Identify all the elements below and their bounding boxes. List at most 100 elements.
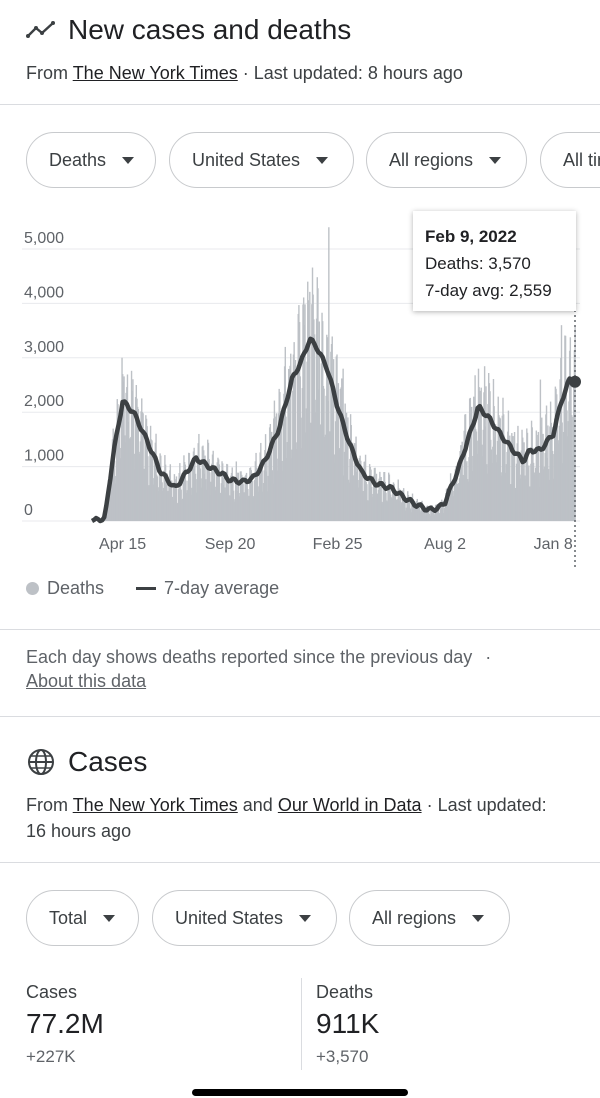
y-tick-label: 2,000 — [24, 393, 64, 410]
y-tick-label: 3,000 — [24, 339, 64, 356]
chip-label: Deaths — [49, 149, 107, 170]
deaths-bar — [175, 476, 178, 521]
deaths-bar — [470, 406, 473, 521]
nyt-source-link[interactable]: The New York Times — [72, 795, 238, 815]
x-tick-label: Aug 2 — [424, 536, 466, 553]
data-note: Each day shows deaths reported since the… — [26, 645, 491, 693]
deaths-bar — [266, 458, 268, 521]
divider — [0, 716, 600, 717]
deaths-bar — [332, 359, 335, 521]
deaths-bar — [318, 321, 321, 521]
cases-stat-label: Cases — [26, 982, 78, 1002]
country-filter-chip[interactable]: United States — [169, 132, 354, 188]
legend-deaths-label: Deaths — [47, 578, 105, 598]
deaths-bar — [399, 489, 401, 521]
chip-label: All regions — [372, 907, 457, 928]
last-updated-time: 16 hours ago — [26, 821, 132, 841]
tooltip-deaths: Deaths: 3,570 — [425, 254, 531, 273]
about-data-link[interactable]: About this data — [26, 671, 147, 691]
metric-filter-chip[interactable]: Deaths — [26, 132, 156, 188]
divider — [0, 104, 600, 105]
deaths-bar — [304, 304, 306, 521]
y-tick-label: 4,000 — [24, 284, 64, 301]
deaths-bar — [442, 501, 444, 521]
deaths-bar — [509, 435, 511, 521]
selection-point[interactable] — [569, 375, 581, 388]
average-legend-swatch — [136, 587, 157, 590]
deaths-section-title: New cases and deaths — [26, 14, 351, 46]
dropdown-caret-icon — [299, 914, 312, 922]
deaths-bar — [347, 417, 349, 521]
deaths-legend-swatch — [26, 582, 39, 595]
chart-legend: Deaths 7-day average — [26, 578, 279, 599]
y-tick-label: 0 — [24, 502, 33, 519]
divider — [0, 629, 600, 630]
source-prefix: From — [26, 795, 68, 815]
globe-icon — [28, 749, 54, 775]
cases-stat-value: 77.2M — [26, 1008, 104, 1039]
deaths-bar — [218, 464, 221, 521]
deaths-bar — [485, 386, 487, 521]
deaths-chart[interactable]: 0 1,000 2,000 3,000 4,000 5,000 Apr 15 Sep 20 Fe… — [0, 200, 600, 570]
trending-icon — [26, 21, 55, 38]
cases-country-chip[interactable]: United States — [152, 890, 337, 946]
dropdown-caret-icon — [316, 156, 329, 164]
last-updated: · Last updated: — [426, 795, 547, 815]
deaths-bar — [537, 431, 540, 521]
deaths-source-line: From The New York Times · Last updated: … — [26, 60, 463, 86]
home-indicator[interactable] — [192, 1089, 408, 1096]
chip-label: United States — [175, 907, 284, 928]
cases-region-chip[interactable]: All regions — [349, 890, 510, 946]
nyt-source-link[interactable]: The New York Times — [72, 63, 238, 83]
deaths-bar — [437, 504, 440, 521]
deaths-bar — [447, 490, 449, 521]
divider — [0, 862, 600, 863]
dropdown-caret-icon — [472, 914, 485, 922]
note-bullet: · — [485, 647, 492, 667]
y-tick-label: 1,000 — [24, 448, 64, 465]
deaths-bar — [342, 368, 344, 521]
cases-title: Cases — [68, 746, 148, 777]
deaths-bar — [142, 413, 144, 521]
chip-label: United States — [192, 149, 301, 170]
y-tick-label: 5,000 — [24, 230, 64, 247]
x-tick-label: Apr 15 — [99, 536, 146, 553]
last-updated: · Last updated: 8 hours ago — [242, 63, 463, 83]
x-tick-label: Sep 20 — [205, 536, 256, 553]
page-title: New cases and deaths — [68, 14, 352, 45]
deaths-stat-delta: +3,570 — [316, 1047, 369, 1066]
tooltip-average: 7-day avg: 2,559 — [425, 281, 552, 300]
deaths-bar — [309, 291, 311, 521]
chip-label: Total — [49, 907, 88, 928]
source-and: and — [242, 795, 273, 815]
deaths-bar — [380, 477, 382, 521]
cases-stat-delta: +227K — [26, 1047, 76, 1066]
tooltip-date: Feb 9, 2022 — [425, 227, 517, 246]
chart-tooltip: Feb 9, 2022 Deaths: 3,570 7-day avg: 2,5… — [413, 211, 576, 311]
deaths-bar — [574, 326, 576, 521]
x-tick-label: Feb 25 — [313, 536, 363, 553]
dropdown-caret-icon — [489, 156, 502, 164]
cases-metric-chip[interactable]: Total — [26, 890, 139, 946]
source-prefix: From — [26, 63, 68, 83]
seven-day-average-line — [90, 336, 577, 524]
dropdown-caret-icon — [103, 914, 116, 922]
owid-source-link[interactable]: Our World in Data — [277, 795, 422, 815]
deaths-stat-value: 911K — [316, 1008, 380, 1039]
deaths-bar — [404, 497, 406, 521]
deaths-bar — [294, 360, 297, 521]
deaths-bar — [513, 432, 516, 521]
cases-section-title: Cases — [26, 746, 147, 778]
dropdown-caret-icon — [122, 156, 135, 164]
note-text: Each day shows deaths reported since the… — [26, 647, 473, 667]
time-filter-chip[interactable]: All time — [540, 132, 600, 188]
deaths-bar — [290, 353, 292, 521]
deaths-stat-label: Deaths — [316, 982, 374, 1002]
deaths-bar — [499, 418, 501, 521]
legend-average-label: 7-day average — [164, 578, 280, 598]
region-filter-chip[interactable]: All regions — [366, 132, 527, 188]
chip-label: All time — [563, 149, 600, 170]
x-tick-label: Jan 8 — [534, 536, 573, 553]
cases-source-line: From The New York Times and Our World in… — [26, 792, 547, 844]
chip-label: All regions — [389, 149, 474, 170]
